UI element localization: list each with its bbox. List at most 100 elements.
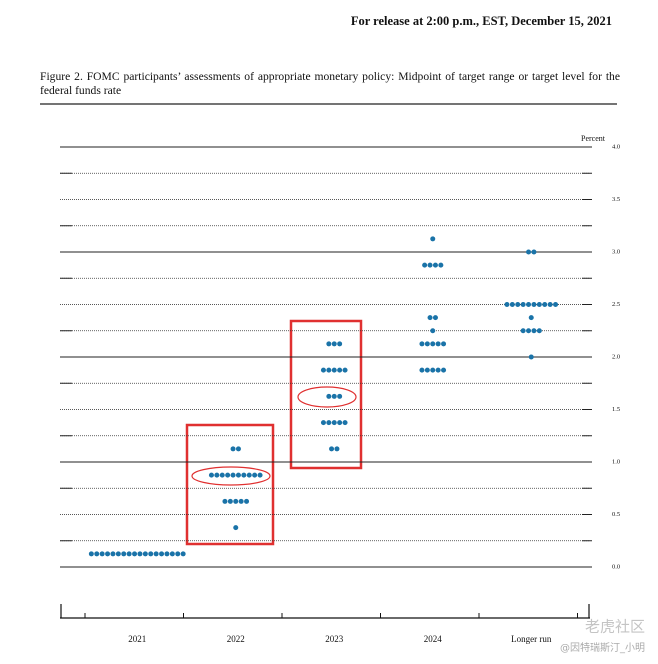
dot: [326, 341, 332, 347]
release-header: For release at 2:00 p.m., EST, December …: [351, 14, 612, 28]
x-tick-label: 2022: [227, 634, 245, 644]
dot: [331, 393, 337, 399]
dot: [225, 472, 231, 478]
dot: [235, 472, 241, 478]
dot: [427, 262, 433, 268]
dot: [94, 551, 100, 557]
dot: [169, 551, 175, 557]
dot: [142, 551, 148, 557]
y-axis-label: Percent: [581, 134, 606, 143]
dot: [515, 302, 521, 307]
dot: [542, 302, 548, 307]
dot: [222, 498, 228, 504]
dot: [504, 302, 510, 307]
x-tick-label: Longer run: [511, 634, 552, 644]
dot: [337, 367, 343, 373]
dot: [214, 472, 220, 478]
dot: [320, 367, 326, 373]
dot: [153, 551, 159, 557]
dot: [257, 472, 263, 478]
dot: [536, 328, 542, 334]
dot: [441, 367, 447, 373]
x-tick-label: 2021: [128, 634, 146, 644]
y-tick-label: 4.0: [612, 143, 620, 150]
dot: [159, 551, 165, 557]
dot: [326, 367, 332, 373]
dot: [424, 367, 430, 373]
y-tick-label: 1.0: [612, 458, 620, 465]
dot: [233, 498, 239, 504]
dot: [435, 367, 441, 373]
dot: [175, 551, 181, 557]
dot: [432, 315, 438, 321]
dot: [424, 341, 430, 347]
dot: [180, 551, 186, 557]
dot: [329, 446, 335, 452]
x-tick-label: 2024: [424, 634, 443, 644]
highlight-ellipse: [191, 466, 271, 486]
dot: [99, 551, 105, 557]
dot: [430, 236, 436, 242]
chart-title: Figure 2. FOMC participants’ assessments…: [40, 70, 620, 97]
dot: [342, 367, 348, 373]
dot: [509, 302, 515, 307]
dot: [536, 302, 542, 307]
dot: [430, 367, 436, 373]
y-tick-label: 2.5: [612, 301, 620, 308]
dot: [342, 420, 348, 426]
dot: [526, 328, 532, 334]
dot: [531, 302, 537, 307]
y-tick-label: 0.0: [612, 563, 620, 570]
highlight-box: [185, 423, 275, 546]
dot: [105, 551, 111, 557]
dot: [438, 262, 444, 268]
y-tick-label: 2.0: [612, 353, 620, 360]
dot: [547, 302, 553, 307]
y-tick-label: 0.5: [612, 511, 620, 518]
dot: [337, 341, 343, 347]
dot: [435, 341, 441, 347]
dot: [326, 420, 332, 426]
dot: [441, 341, 447, 347]
dot: [235, 446, 241, 452]
dot: [526, 249, 532, 255]
dot: [88, 551, 94, 557]
dot: [528, 315, 534, 321]
highlight-box: [289, 319, 363, 470]
dot: [252, 472, 258, 478]
dot: [520, 328, 526, 334]
y-tick-label: 3.5: [612, 196, 620, 203]
dot: [230, 472, 236, 478]
dot: [432, 262, 438, 268]
dot: [164, 551, 170, 557]
dot: [531, 249, 537, 255]
title-box: Figure 2. FOMC participants’ assessments…: [40, 70, 620, 97]
dot: [528, 354, 534, 360]
highlight-ellipse: [297, 386, 357, 408]
dot: [430, 341, 436, 347]
dot: [230, 446, 236, 452]
dot: [520, 302, 526, 307]
dot: [126, 551, 132, 557]
dot: [208, 472, 214, 478]
dot: [331, 420, 337, 426]
dot: [331, 341, 337, 347]
dot: [137, 551, 143, 557]
dot: [419, 367, 425, 373]
dot: [233, 525, 239, 531]
dot: [430, 328, 436, 334]
watermark: 老虎社区: [585, 618, 645, 636]
dot: [334, 446, 340, 452]
dot: [132, 551, 138, 557]
dot: [326, 393, 332, 399]
dot: [531, 328, 537, 334]
dot: [526, 302, 532, 307]
dot: [419, 341, 425, 347]
dot: [244, 498, 250, 504]
watermark: @因特瑞斯汀_小明: [560, 641, 645, 654]
dot: [115, 551, 121, 557]
dot: [241, 472, 247, 478]
y-tick-label: 1.5: [612, 406, 620, 413]
